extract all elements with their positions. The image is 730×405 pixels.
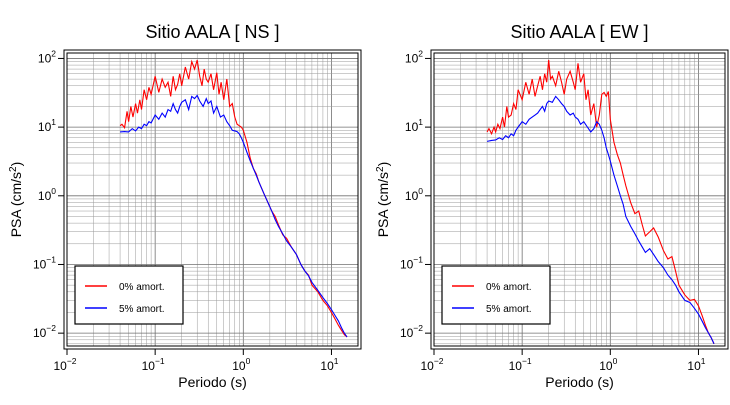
x-tick-base: 10 (599, 359, 613, 373)
x-tick-base: 10 (142, 359, 156, 373)
legend-label-damped: 5% amort. (486, 304, 532, 315)
x-axis-label: Periodo (s) (545, 374, 613, 390)
x-tick-exponent: −2 (67, 356, 77, 366)
chart-title: Sitio AALA [ NS ] (145, 22, 279, 42)
y-tick-base: 10 (400, 326, 414, 340)
y-axis-label-main: PSA (cm/s (375, 172, 391, 237)
y-tick-base: 10 (38, 189, 52, 203)
legend-box (74, 265, 184, 325)
x-tick-exponent: 0 (613, 356, 618, 366)
series-line-damped (120, 94, 348, 338)
y-tick-exponent: −1 (46, 254, 56, 264)
x-tick-base: 10 (687, 359, 701, 373)
y-axis-label: PSA (cm/s2) (8, 162, 24, 238)
legend: 0% amort. 5% amort. (441, 265, 551, 325)
legend: 0% amort. 5% amort. (74, 265, 184, 325)
x-tick-exponent: 1 (334, 356, 339, 366)
y-tick-label: 10−1 (400, 254, 423, 271)
y-tick-base: 10 (405, 120, 419, 134)
x-tick-base: 10 (232, 359, 246, 373)
series-line-damped (486, 95, 715, 345)
y-axis-label-close: ) (8, 162, 24, 167)
x-tick-label: 10−1 (509, 356, 532, 373)
x-tick-label: 101 (320, 356, 338, 373)
y-axis-label-main: PSA (cm/s (8, 172, 24, 237)
legend-label-damped: 5% amort. (119, 304, 165, 315)
y-axis-label: PSA (cm/s2) (375, 162, 391, 238)
x-tick-base: 10 (509, 359, 523, 373)
y-tick-label: 102 (405, 48, 423, 65)
y-tick-base: 10 (400, 257, 414, 271)
plot-frame (66, 52, 359, 347)
x-tick-base: 10 (53, 359, 67, 373)
x-tick-label: 10−1 (142, 356, 165, 373)
y-axis-label-close: ) (375, 162, 391, 167)
x-tick-label: 101 (687, 356, 705, 373)
y-axis-label-sup: 2 (375, 166, 386, 172)
y-tick-exponent: 2 (51, 48, 56, 58)
y-tick-exponent: −1 (413, 254, 423, 264)
y-tick-label: 10−2 (33, 323, 56, 340)
y-tick-exponent: 0 (51, 186, 56, 196)
y-tick-base: 10 (33, 326, 47, 340)
legend-box (441, 265, 551, 325)
plot-frame-outer (430, 49, 729, 350)
y-tick-exponent: 1 (51, 117, 56, 127)
y-tick-exponent: 2 (418, 48, 423, 58)
x-tick-exponent: −1 (522, 356, 532, 366)
y-tick-label: 101 (405, 117, 423, 134)
x-tick-exponent: 1 (701, 356, 706, 366)
x-tick-exponent: −2 (434, 356, 444, 366)
y-tick-label: 10−1 (33, 254, 56, 271)
legend-label-undamped: 0% amort. (486, 282, 532, 293)
x-tick-label: 10−2 (53, 356, 76, 373)
y-tick-exponent: −2 (46, 323, 56, 333)
y-tick-label: 100 (38, 186, 56, 203)
x-tick-base: 10 (420, 359, 434, 373)
x-tick-exponent: −1 (155, 356, 165, 366)
y-tick-base: 10 (405, 189, 419, 203)
y-tick-label: 102 (38, 48, 56, 65)
plot-frame (433, 52, 726, 347)
x-axis-label: Periodo (s) (178, 374, 246, 390)
x-tick-label: 10−2 (420, 356, 443, 373)
y-axis-label-sup: 2 (8, 166, 19, 172)
y-tick-base: 10 (33, 257, 47, 271)
x-tick-base: 10 (320, 359, 334, 373)
series-line-undamped (486, 59, 715, 345)
x-tick-exponent: 0 (246, 356, 251, 366)
y-tick-label: 10−2 (400, 323, 423, 340)
y-tick-exponent: 1 (418, 117, 423, 127)
y-tick-base: 10 (38, 120, 52, 134)
chart-title: Sitio AALA [ EW ] (510, 22, 648, 42)
legend-label-undamped: 0% amort. (119, 282, 165, 293)
y-tick-base: 10 (38, 51, 52, 65)
y-tick-exponent: −2 (413, 323, 423, 333)
x-tick-label: 100 (232, 356, 250, 373)
y-tick-label: 100 (405, 186, 423, 203)
x-tick-label: 100 (599, 356, 617, 373)
y-tick-label: 101 (38, 117, 56, 134)
plot-frame-outer (63, 49, 362, 350)
y-tick-exponent: 0 (418, 186, 423, 196)
y-tick-base: 10 (405, 51, 419, 65)
